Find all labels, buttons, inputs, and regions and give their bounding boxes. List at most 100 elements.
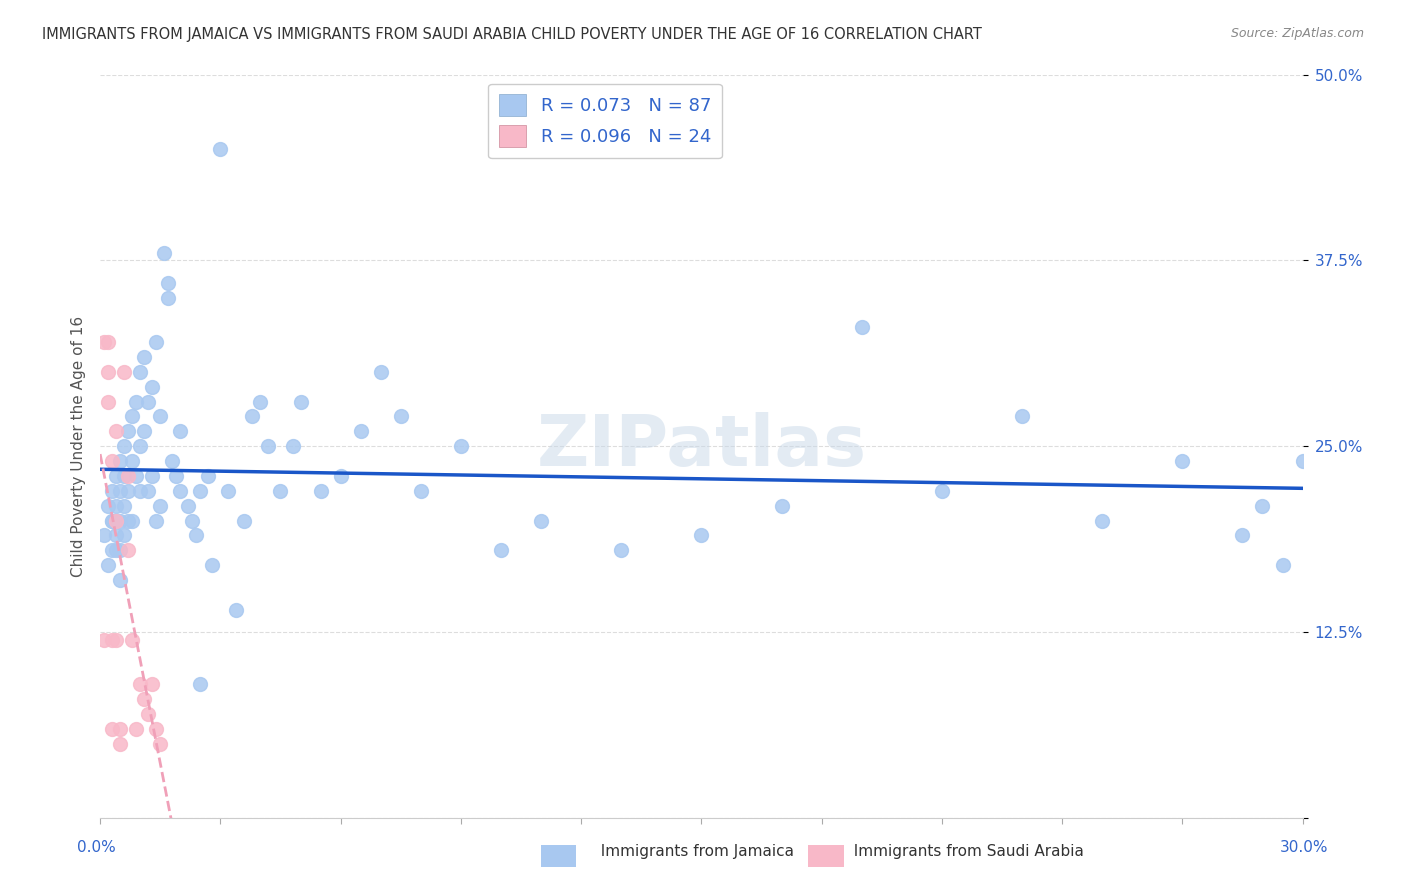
Point bbox=[105, 543, 128, 558]
Point bbox=[136, 483, 159, 498]
Point bbox=[121, 514, 143, 528]
Point bbox=[141, 677, 163, 691]
Point bbox=[108, 573, 131, 587]
Point bbox=[108, 543, 131, 558]
Point bbox=[1271, 558, 1294, 573]
Legend: R = 0.073   N = 87, R = 0.096   N = 24: R = 0.073 N = 87, R = 0.096 N = 24 bbox=[488, 84, 721, 158]
Point bbox=[610, 543, 633, 558]
Point bbox=[117, 469, 139, 483]
Point bbox=[242, 409, 264, 424]
Text: ZIPatlas: ZIPatlas bbox=[536, 412, 866, 481]
Point bbox=[851, 320, 873, 334]
Point bbox=[101, 483, 124, 498]
Point bbox=[97, 365, 120, 379]
Point bbox=[101, 722, 124, 736]
Point bbox=[101, 514, 124, 528]
Point bbox=[121, 409, 143, 424]
Point bbox=[149, 737, 172, 751]
Point bbox=[129, 677, 152, 691]
Text: 30.0%: 30.0% bbox=[1281, 840, 1329, 855]
Point bbox=[350, 425, 373, 439]
Point bbox=[105, 499, 128, 513]
Point bbox=[125, 722, 148, 736]
Point bbox=[105, 469, 128, 483]
Point bbox=[309, 483, 332, 498]
Point bbox=[249, 394, 271, 409]
Point bbox=[121, 632, 143, 647]
Point bbox=[209, 142, 232, 156]
Point bbox=[225, 603, 247, 617]
Text: Immigrants from Saudi Arabia: Immigrants from Saudi Arabia bbox=[844, 845, 1084, 859]
Point bbox=[93, 632, 115, 647]
Point bbox=[101, 543, 124, 558]
Point bbox=[489, 543, 512, 558]
Text: Source: ZipAtlas.com: Source: ZipAtlas.com bbox=[1230, 27, 1364, 40]
Point bbox=[169, 425, 191, 439]
Point bbox=[201, 558, 224, 573]
Point bbox=[145, 722, 167, 736]
Point bbox=[149, 409, 172, 424]
Point bbox=[129, 439, 152, 453]
Point bbox=[181, 514, 204, 528]
Point bbox=[145, 514, 167, 528]
Point bbox=[690, 528, 713, 542]
Point bbox=[157, 291, 180, 305]
Point bbox=[141, 380, 163, 394]
Point bbox=[93, 528, 115, 542]
Text: 0.0%: 0.0% bbox=[77, 840, 117, 855]
Point bbox=[165, 469, 187, 483]
Point bbox=[1171, 454, 1194, 468]
Point bbox=[153, 246, 176, 260]
Point bbox=[105, 528, 128, 542]
Point bbox=[97, 394, 120, 409]
Point bbox=[101, 514, 124, 528]
Point bbox=[117, 425, 139, 439]
Point bbox=[97, 335, 120, 350]
Point bbox=[134, 425, 156, 439]
Point bbox=[97, 499, 120, 513]
Point bbox=[108, 454, 131, 468]
Point bbox=[108, 737, 131, 751]
Point bbox=[125, 469, 148, 483]
Text: IMMIGRANTS FROM JAMAICA VS IMMIGRANTS FROM SAUDI ARABIA CHILD POVERTY UNDER THE : IMMIGRANTS FROM JAMAICA VS IMMIGRANTS FR… bbox=[42, 27, 981, 42]
Point bbox=[125, 394, 148, 409]
Point bbox=[112, 439, 135, 453]
Point bbox=[257, 439, 280, 453]
Point bbox=[105, 632, 128, 647]
FancyBboxPatch shape bbox=[801, 840, 851, 871]
Point bbox=[93, 335, 115, 350]
Point bbox=[931, 483, 953, 498]
Point bbox=[1091, 514, 1114, 528]
Point bbox=[770, 499, 793, 513]
Point bbox=[145, 335, 167, 350]
Point bbox=[409, 483, 432, 498]
Y-axis label: Child Poverty Under the Age of 16: Child Poverty Under the Age of 16 bbox=[72, 316, 86, 577]
Point bbox=[217, 483, 239, 498]
Point bbox=[112, 469, 135, 483]
Point bbox=[97, 558, 120, 573]
Point bbox=[157, 276, 180, 290]
Point bbox=[188, 677, 211, 691]
Point bbox=[329, 469, 352, 483]
Point bbox=[105, 425, 128, 439]
Point bbox=[197, 469, 219, 483]
FancyBboxPatch shape bbox=[534, 840, 583, 871]
Point bbox=[117, 483, 139, 498]
Point bbox=[162, 454, 184, 468]
Point bbox=[188, 483, 211, 498]
Point bbox=[117, 514, 139, 528]
Text: Immigrants from Jamaica: Immigrants from Jamaica bbox=[591, 845, 793, 859]
Point bbox=[129, 483, 152, 498]
Point bbox=[121, 454, 143, 468]
Point bbox=[450, 439, 472, 453]
Point bbox=[136, 394, 159, 409]
Point bbox=[112, 365, 135, 379]
Point bbox=[530, 514, 553, 528]
Point bbox=[112, 499, 135, 513]
Point bbox=[129, 365, 152, 379]
Point bbox=[269, 483, 291, 498]
Point bbox=[1251, 499, 1274, 513]
Point bbox=[141, 469, 163, 483]
Point bbox=[108, 514, 131, 528]
Point bbox=[105, 514, 128, 528]
